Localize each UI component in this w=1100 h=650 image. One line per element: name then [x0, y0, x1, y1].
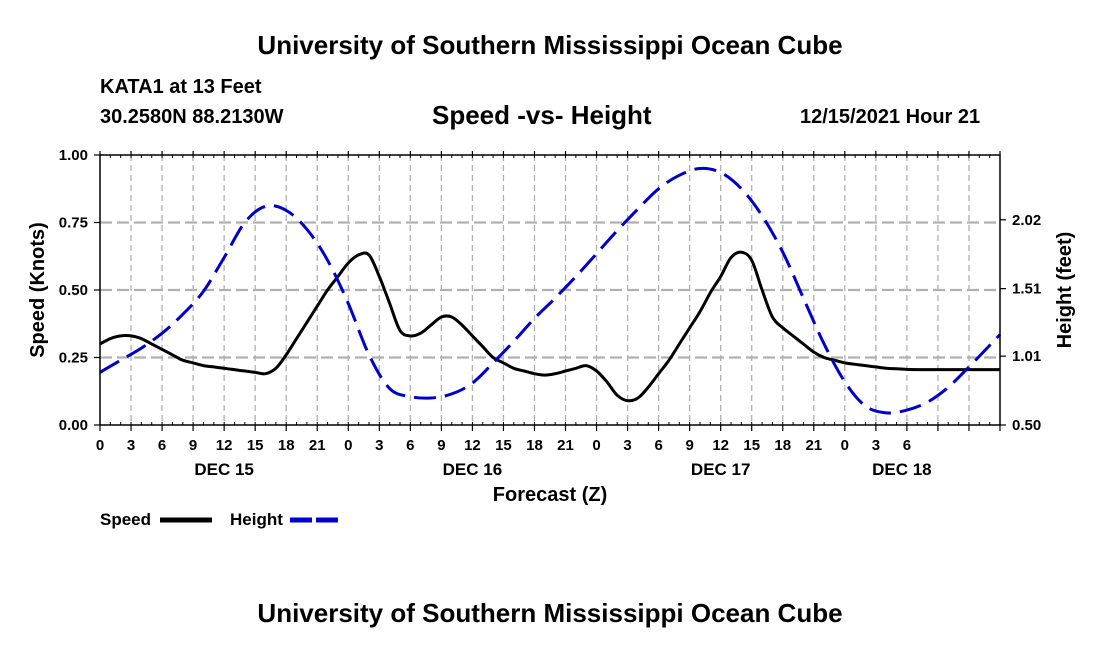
- speed-series-line: [99, 250, 1000, 403]
- chart-legend: Speed Height: [100, 510, 342, 529]
- y-tick-label: 1.00: [59, 147, 88, 164]
- x-tick-label: 6: [158, 437, 166, 454]
- day-label: DEC 18: [872, 460, 932, 479]
- x-tick-label: 21: [309, 437, 326, 454]
- x-tick-label: 3: [127, 437, 135, 454]
- forecast-datetime: 12/15/2021 Hour 21: [800, 106, 981, 128]
- x-tick-label: 18: [526, 437, 543, 454]
- coordinates-label: 30.2580N 88.2130W: [100, 106, 284, 128]
- y2-tick-label: 1.01: [1012, 348, 1041, 365]
- x-tick-label: 21: [557, 437, 574, 454]
- x-tick-label: 9: [437, 437, 445, 454]
- x-tick-label: 0: [592, 437, 600, 454]
- y-tick-label: 0.75: [59, 215, 88, 232]
- day-label: DEC 17: [691, 460, 751, 479]
- x-tick-label: 12: [712, 437, 729, 454]
- page-title: University of Southern Mississippi Ocean…: [257, 30, 843, 60]
- chart-grid: [100, 155, 1000, 425]
- x-tick-label: 6: [406, 437, 414, 454]
- y-tick-label: 0.50: [59, 282, 88, 299]
- x-tick-label: 3: [872, 437, 880, 454]
- chart-title: Speed -vs- Height: [432, 100, 652, 130]
- y-tick-label: 0.00: [59, 417, 88, 434]
- y2-tick-label: 1.51: [1012, 281, 1041, 298]
- x-tick-label: 0: [841, 437, 849, 454]
- x-tick-label: 3: [375, 437, 383, 454]
- chart-ticks: 0 3 6 9 12 15 18 21 0 3 6 9 12 15 18 21 0 3 6 9 12 15 18 21 0 3 6 0…: [59, 147, 1041, 479]
- x-tick-label: 15: [743, 437, 760, 454]
- x-tick-label: 0: [96, 437, 104, 454]
- day-label: DEC 15: [194, 460, 254, 479]
- day-label: DEC 16: [443, 460, 503, 479]
- y2-tick-label: 0.50: [1012, 417, 1041, 434]
- x-tick-label: 3: [623, 437, 631, 454]
- y-tick-label: 0.25: [59, 350, 88, 367]
- station-label: KATA1 at 13 Feet: [100, 76, 262, 98]
- x-tick-label: 9: [189, 437, 197, 454]
- x-tick-label: 0: [344, 437, 352, 454]
- page-title-footer: University of Southern Mississippi Ocean…: [257, 598, 843, 628]
- x-tick-label: 18: [774, 437, 791, 454]
- y-axis-label: Speed (Knots): [27, 222, 49, 358]
- x-tick-label: 18: [278, 437, 295, 454]
- x-tick-label: 6: [654, 437, 662, 454]
- legend-speed-label: Speed: [100, 510, 151, 529]
- y2-tick-label: 2.02: [1012, 212, 1041, 229]
- height-series-line: [99, 166, 1002, 415]
- y2-axis-label: Height (feet): [1054, 232, 1076, 349]
- x-tick-label: 21: [805, 437, 822, 454]
- x-tick-label: 6: [903, 437, 911, 454]
- x-tick-label: 12: [464, 437, 481, 454]
- x-axis-label: Forecast (Z): [493, 484, 607, 506]
- x-tick-label: 9: [685, 437, 693, 454]
- legend-height-label: Height: [230, 510, 283, 529]
- x-tick-label: 12: [216, 437, 233, 454]
- x-tick-label: 15: [247, 437, 264, 454]
- chart-series: [99, 166, 1002, 415]
- x-tick-label: 15: [495, 437, 512, 454]
